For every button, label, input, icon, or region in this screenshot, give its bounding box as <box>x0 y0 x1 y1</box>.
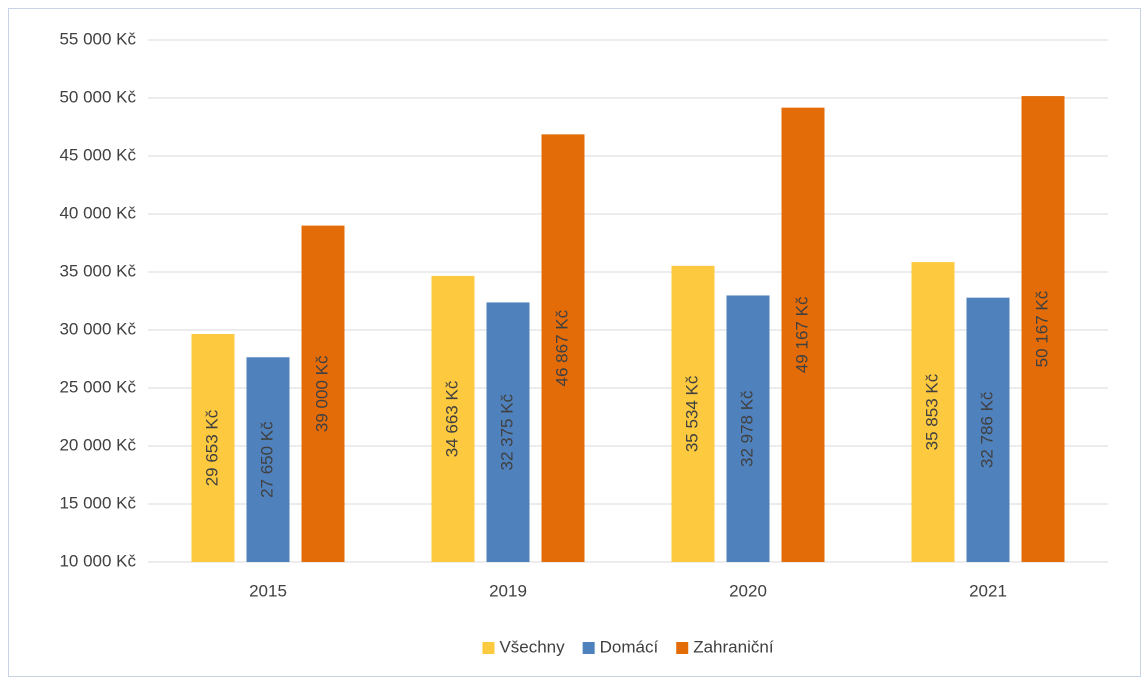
x-tick-label: 2019 <box>489 581 527 600</box>
legend-swatch <box>676 642 689 654</box>
y-tick-label: 40 000 Kč <box>59 203 136 222</box>
legend-swatch <box>582 642 595 654</box>
bar <box>191 334 235 562</box>
bar <box>966 297 1010 562</box>
x-tick-label: 2020 <box>729 581 767 600</box>
y-tick-label: 15 000 Kč <box>59 493 136 512</box>
y-tick-label: 30 000 Kč <box>59 319 136 338</box>
y-tick-label: 55 000 Kč <box>59 29 136 48</box>
value-label: 32 786 Kč <box>977 391 996 468</box>
legend-label: Domácí <box>600 637 659 656</box>
y-tick-label: 20 000 Kč <box>59 435 136 454</box>
value-label: 29 653 Kč <box>202 409 221 486</box>
value-label: 34 663 Kč <box>442 380 461 457</box>
value-label: 50 167 Kč <box>1032 290 1051 367</box>
bar <box>246 357 290 562</box>
value-label: 32 978 Kč <box>737 390 756 467</box>
y-tick-label: 50 000 Kč <box>59 87 136 106</box>
x-tick-label: 2021 <box>969 581 1007 600</box>
value-label: 27 650 Kč <box>257 421 276 498</box>
y-tick-label: 10 000 Kč <box>59 551 136 570</box>
bar <box>301 225 345 562</box>
value-label: 32 375 Kč <box>497 393 516 470</box>
bar <box>541 134 585 562</box>
bar <box>671 265 715 562</box>
legend-label: Všechny <box>499 637 565 656</box>
bar <box>911 262 955 562</box>
x-tick-label: 2015 <box>249 581 287 600</box>
value-label: 46 867 Kč <box>552 309 571 386</box>
value-label: 35 534 Kč <box>682 375 701 452</box>
value-label: 35 853 Kč <box>922 373 941 450</box>
bar <box>431 275 475 562</box>
bar <box>781 107 825 562</box>
value-label: 39 000 Kč <box>312 355 331 432</box>
y-tick-label: 25 000 Kč <box>59 377 136 396</box>
legend-swatch <box>482 642 495 654</box>
y-tick-label: 35 000 Kč <box>59 261 136 280</box>
bar <box>486 302 530 562</box>
value-label: 49 167 Kč <box>792 296 811 373</box>
y-tick-label: 45 000 Kč <box>59 145 136 164</box>
bar <box>726 295 770 562</box>
legend-label: Zahraniční <box>693 637 774 656</box>
bar <box>1021 96 1065 562</box>
